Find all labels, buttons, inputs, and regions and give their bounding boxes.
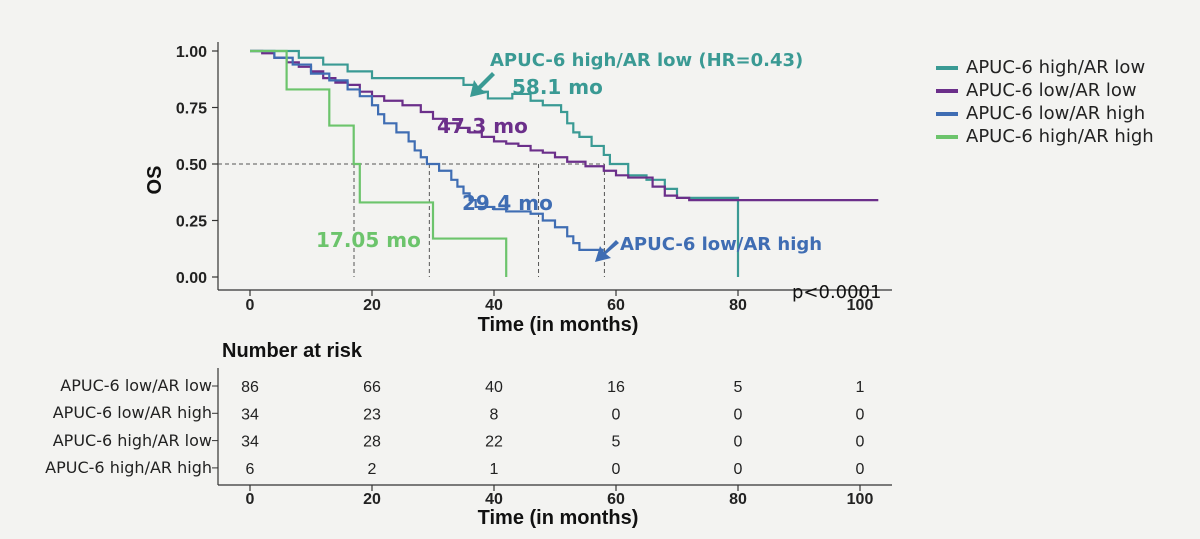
annotation-low-ar-high: APUC-6 low/AR high	[620, 234, 822, 255]
x-tick-label: 80	[729, 297, 747, 314]
x-tick-label: 100	[847, 297, 874, 314]
risk-cell: 0	[856, 406, 865, 423]
arrow-low-ar-high	[595, 240, 619, 262]
risk-cell: 34	[241, 406, 259, 423]
risk-x-tick-label: 80	[729, 491, 747, 508]
median-label-1: 47.3 mo	[437, 114, 528, 138]
risk-cell: 0	[734, 434, 743, 451]
risk-cell: 0	[612, 406, 621, 423]
risk-cell: 2	[368, 461, 377, 478]
x-tick-label: 20	[363, 297, 381, 314]
legend-label: APUC-6 high/AR low	[966, 57, 1146, 78]
risk-cell: 1	[856, 379, 865, 396]
y-tick-label: 1.00	[176, 44, 207, 61]
legend-label: APUC-6 low/AR low	[966, 80, 1137, 101]
risk-x-tick-label: 100	[847, 491, 874, 508]
risk-x-axis-label: Time (in months)	[478, 507, 639, 529]
y-tick-label: 0.50	[176, 157, 207, 174]
risk-cell: 0	[856, 461, 865, 478]
legend-swatch-low-ar-high	[936, 111, 958, 116]
risk-cell: 34	[241, 434, 259, 451]
km-curve-1	[250, 49, 879, 202]
risk-table-title: Number at risk	[222, 340, 363, 362]
x-tick-label: 60	[607, 297, 625, 314]
risk-cell: 0	[734, 461, 743, 478]
risk-row-label: APUC-6 high/AR low	[52, 430, 212, 450]
legend-item-low-ar-low: APUC-6 low/AR low	[936, 79, 1154, 102]
risk-x-tick-label: 60	[607, 491, 625, 508]
risk-row-label: APUC-6 low/AR low	[60, 376, 212, 395]
legend-swatch-low-ar-low	[936, 88, 958, 93]
km-curve-2	[250, 49, 604, 251]
risk-x-tick-label: 0	[246, 491, 255, 508]
legend-item-high-ar-low: APUC-6 high/AR low	[936, 56, 1154, 79]
legend-label: APUC-6 low/AR high	[966, 103, 1146, 124]
risk-cell: 0	[856, 434, 865, 451]
legend-item-low-ar-high: APUC-6 low/AR high	[936, 102, 1154, 125]
risk-table-row-labels: APUC-6 low/AR low APUC-6 low/AR high APU…	[0, 372, 212, 481]
risk-x-tick-label: 40	[485, 491, 503, 508]
legend-label: APUC-6 high/AR high	[966, 126, 1154, 147]
risk-cell: 28	[363, 434, 381, 451]
x-axis-label: Time (in months)	[478, 314, 639, 336]
median-label-2: 29.4 mo	[462, 191, 553, 215]
annotation-high-ar-low: APUC-6 high/AR low (HR=0.43)	[490, 50, 803, 71]
risk-row-label: APUC-6 high/AR high	[45, 457, 212, 477]
x-tick-label: 40	[485, 297, 503, 314]
risk-cell: 0	[612, 461, 621, 478]
median-label-0: 58.1 mo	[512, 75, 603, 99]
risk-cell: 16	[607, 379, 625, 396]
risk-cell: 8	[490, 406, 499, 423]
risk-row-label: APUC-6 low/AR high	[52, 403, 212, 423]
y-tick-label: 0.75	[176, 101, 207, 118]
risk-cell: 66	[363, 379, 381, 396]
risk-cell: 5	[612, 434, 621, 451]
y-tick-label: 0.25	[176, 214, 207, 231]
legend-swatch-high-ar-low	[936, 65, 958, 70]
legend-swatch-high-ar-high	[936, 134, 958, 139]
risk-cell: 1	[490, 461, 499, 478]
legend-item-high-ar-high: APUC-6 high/AR high	[936, 125, 1154, 148]
y-tick-label: 0.00	[176, 270, 207, 287]
risk-cell: 0	[734, 406, 743, 423]
risk-cell: 5	[734, 379, 743, 396]
risk-cell: 6	[246, 461, 255, 478]
km-curve-3	[250, 49, 508, 277]
legend: APUC-6 high/AR low APUC-6 low/AR low APU…	[936, 56, 1154, 148]
x-tick-label: 0	[246, 297, 255, 314]
arrow-high-ar-low	[470, 72, 495, 97]
risk-cell: 23	[363, 406, 381, 423]
median-label-3: 17.05 mo	[316, 228, 421, 252]
p-value: p<0.0001	[792, 282, 882, 303]
risk-cell: 86	[241, 379, 259, 396]
risk-cell: 40	[485, 379, 503, 396]
y-axis-label: OS	[144, 166, 166, 195]
risk-x-tick-label: 20	[363, 491, 381, 508]
risk-cell: 22	[485, 434, 503, 451]
